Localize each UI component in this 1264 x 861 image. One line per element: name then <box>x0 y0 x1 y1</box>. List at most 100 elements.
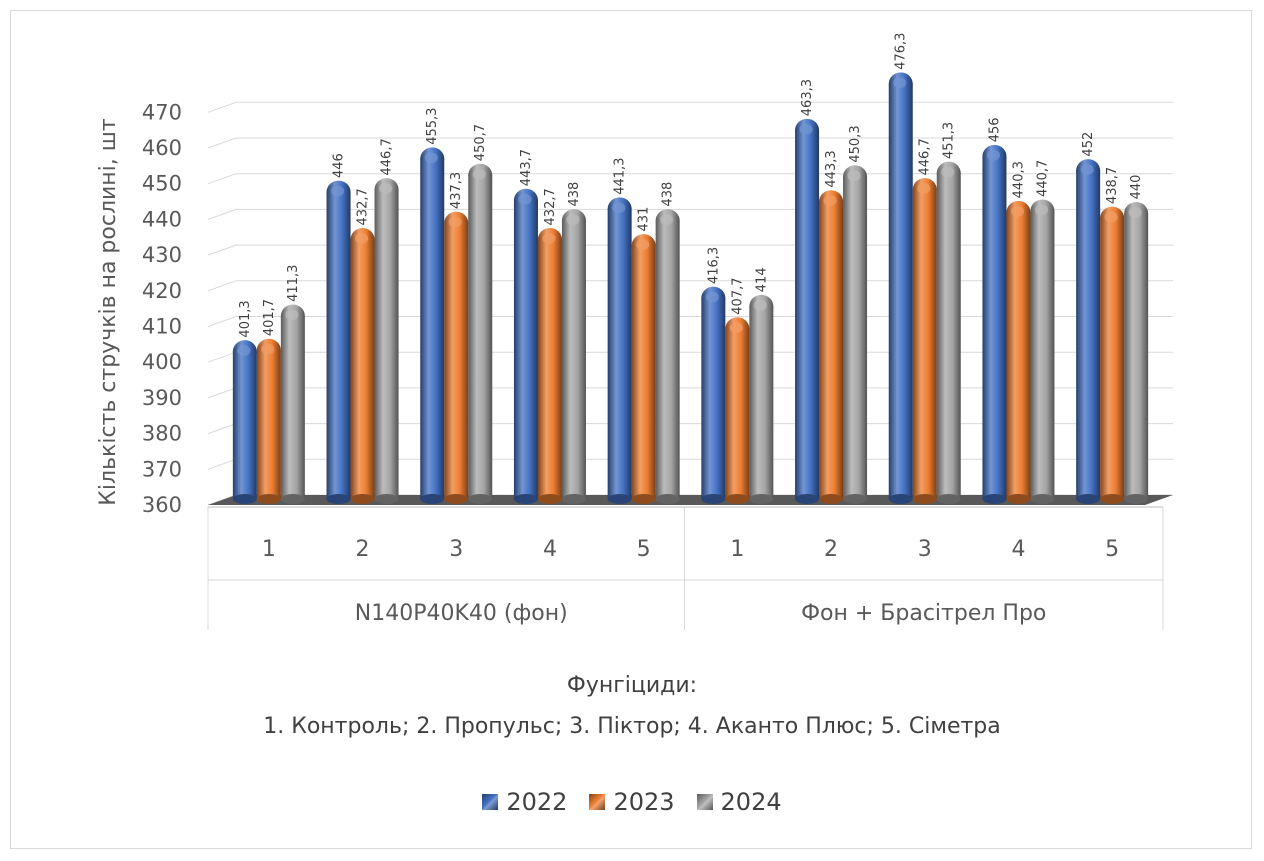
gridline-depth <box>207 280 237 292</box>
bar-base <box>631 494 656 504</box>
bar-base <box>725 494 750 504</box>
data-label: 452 <box>1081 132 1096 157</box>
y-tick-label: 450 <box>142 172 182 196</box>
bar-highlight <box>986 149 1001 161</box>
legend-label: 2022 <box>506 788 568 816</box>
data-label: 443,3 <box>824 150 839 187</box>
bar-highlight <box>1128 207 1142 218</box>
data-label: 414 <box>754 267 769 292</box>
y-tick-label: 370 <box>142 457 182 481</box>
data-label: 432,7 <box>356 188 371 225</box>
bar-2023 <box>256 350 281 499</box>
bar-base <box>420 494 445 504</box>
bar-base <box>749 494 774 504</box>
y-tick-label: 470 <box>142 100 182 124</box>
data-label: 446 <box>332 153 347 178</box>
bar-base <box>607 494 632 504</box>
bar-2024 <box>1030 210 1055 499</box>
bar-base <box>537 494 562 504</box>
data-label: 441,3 <box>613 158 628 195</box>
data-label: 463,3 <box>800 79 815 116</box>
bar-base <box>1006 494 1031 504</box>
category-label: 2 <box>356 537 370 562</box>
gridline-depth <box>207 244 237 256</box>
data-label: 451,3 <box>942 122 957 159</box>
bar-2023 <box>537 239 562 499</box>
data-label: 443,7 <box>519 149 534 186</box>
bar-base <box>655 494 680 504</box>
gridline-depth <box>207 458 237 470</box>
category-label: 5 <box>1105 537 1119 562</box>
bar-2024 <box>280 315 305 499</box>
bar-base <box>1124 494 1149 504</box>
category-label: 1 <box>262 537 276 562</box>
bar-2024 <box>1124 213 1149 499</box>
bar-2022 <box>795 130 820 499</box>
data-label: 450,3 <box>848 125 863 162</box>
y-axis-title: Кількість стручків на рослині, шт <box>96 118 121 506</box>
bar-2022 <box>420 158 445 500</box>
category-label: 4 <box>1011 537 1025 562</box>
data-label: 416,3 <box>706 247 721 284</box>
legend-item: 2024 <box>696 788 782 816</box>
bar-base <box>561 494 586 504</box>
bar-base <box>912 494 937 504</box>
category-label: 2 <box>824 537 838 562</box>
legend: 2022 2023 2024 <box>0 788 1264 816</box>
y-tick-label: 410 <box>142 315 182 339</box>
bar-highlight <box>1034 204 1049 216</box>
bar-highlight <box>917 183 931 194</box>
gridline-depth <box>207 173 237 185</box>
bar-highlight <box>823 195 837 207</box>
data-label: 438 <box>567 182 582 207</box>
data-label: 440,3 <box>1011 161 1026 198</box>
bar-base <box>795 494 820 504</box>
bar-highlight <box>354 233 369 244</box>
group-label: N140P40K40 (фон) <box>355 601 568 626</box>
bar-base <box>701 494 726 504</box>
category-label: 4 <box>543 537 557 562</box>
data-label: 437,3 <box>449 172 464 209</box>
legend-item: 2022 <box>482 788 567 816</box>
gridline-depth <box>207 423 237 435</box>
bar-base <box>280 494 305 504</box>
bar-highlight <box>941 166 955 178</box>
legend-swatch <box>482 794 499 810</box>
bar-highlight <box>636 239 650 250</box>
bars <box>232 72 1149 504</box>
data-label: 446,7 <box>918 138 933 175</box>
bar-2024 <box>655 220 680 500</box>
bar-2024 <box>749 306 774 499</box>
data-label: 432,7 <box>543 188 558 225</box>
data-label: 440 <box>1129 175 1144 200</box>
data-label: 455,3 <box>425 108 440 145</box>
legend-label: 2023 <box>613 788 675 816</box>
category-label: 3 <box>918 537 932 562</box>
y-tick-label: 460 <box>142 136 182 160</box>
bar-highlight <box>1010 205 1025 217</box>
bar-base <box>468 494 493 504</box>
bar-highlight <box>1104 211 1118 223</box>
data-label: 401,3 <box>238 300 253 337</box>
bar-2023 <box>912 189 937 499</box>
data-label: 476,3 <box>894 33 909 70</box>
category-label: 1 <box>730 537 744 562</box>
bar-base <box>513 494 538 504</box>
bar-highlight <box>472 168 486 180</box>
bar-base <box>982 494 1007 504</box>
bar-highlight <box>542 233 556 244</box>
bar-base <box>374 494 399 504</box>
data-label: 407,7 <box>730 277 745 314</box>
y-tick-label: 390 <box>142 386 182 410</box>
bar-base <box>326 494 351 504</box>
gridline-depth <box>207 387 237 399</box>
bar-highlight <box>518 193 532 205</box>
bar-2022 <box>232 351 257 499</box>
category-label: 3 <box>449 537 463 562</box>
axes: 360 370 380 390 400 410 420 430 440 450 460 470 1 2 3 4… <box>142 100 1164 630</box>
data-label: 438,7 <box>1105 167 1120 204</box>
bar-highlight <box>285 309 299 321</box>
bar-2022 <box>701 298 726 499</box>
data-label: 401,7 <box>262 299 277 336</box>
